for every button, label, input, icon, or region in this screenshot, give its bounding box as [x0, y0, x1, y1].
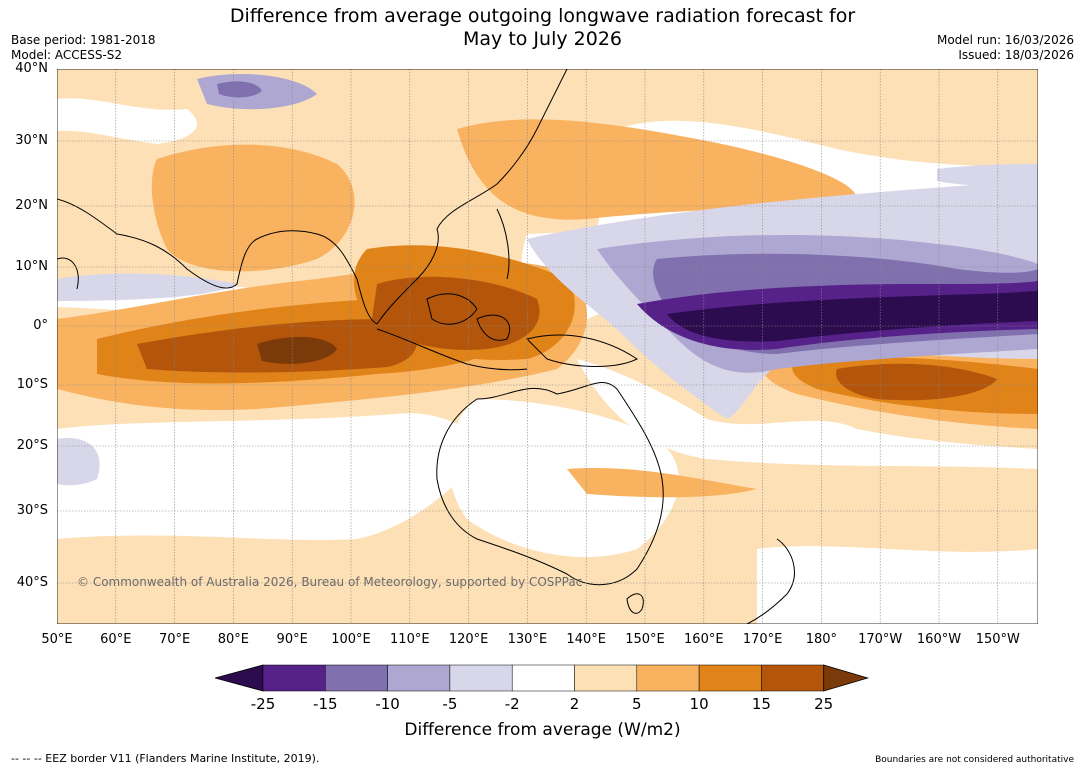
coast-sulawesi [476, 314, 511, 341]
base-period: Base period: 1981-2018 [11, 33, 156, 47]
negative-anomaly-southwest [57, 438, 100, 486]
coastlines [57, 69, 795, 624]
coast-east-asia [376, 69, 568, 325]
latitude-label: 10°S [16, 377, 48, 392]
colorbar-tick-label: -15 [313, 695, 338, 713]
longitude-label: 130°E [507, 632, 548, 647]
near-zero-region-tasman [757, 546, 1038, 624]
latitude-label: 0° [33, 318, 48, 333]
colorbar-segment [636, 664, 700, 692]
longitude-label: 100°E [331, 632, 371, 647]
coast-australia [436, 382, 664, 586]
latitude-label: 30°S [16, 503, 48, 518]
near-zero-region-australia [448, 399, 679, 558]
graticule [57, 69, 1038, 624]
coast-new-zealand [746, 538, 795, 624]
colorbar-max-arrow [823, 664, 870, 692]
colorbar-segment [325, 664, 388, 692]
latitude-label: 30°N [15, 133, 48, 148]
longitude-label: 170°W [858, 632, 903, 647]
model-name: Model: ACCESS-S2 [11, 48, 123, 62]
longitude-label: 70°E [158, 632, 191, 647]
positive-anomaly-south-pacific-max [836, 363, 997, 401]
eez-border-legend: -- -- -- EEZ border V11 (Flanders Marine… [11, 752, 320, 765]
longitude-label: 160°E [684, 632, 724, 647]
boundaries-disclaimer: Boundaries are not considered authoritat… [875, 755, 1074, 765]
colorbar-segment [761, 664, 824, 692]
issued-date: Issued: 18/03/2026 [958, 48, 1074, 62]
colorbar-tick-label: 15 [751, 695, 771, 713]
latitude-label: 20°S [16, 438, 48, 453]
map-title: Difference from average outgoing longwav… [0, 5, 1085, 51]
colorbar-segment [698, 664, 762, 692]
negative-anomaly-tibet-core [217, 81, 262, 98]
coast-borneo [426, 293, 478, 325]
coast-south-asia [57, 198, 378, 325]
latitude-label: 40°S [16, 575, 48, 590]
longitude-label: 150°E [625, 632, 665, 647]
longitude-label: 160°W [916, 632, 962, 647]
longitude-label: 110°E [390, 632, 430, 647]
model-run: Model run: 16/03/2026 [936, 33, 1074, 47]
colorbar-tick-label: 2 [569, 695, 580, 713]
negative-anomaly-northeast [937, 164, 1038, 186]
colorbar-tick-label: 10 [689, 695, 709, 713]
coast-africa-horn [57, 257, 79, 290]
positive-anomaly-maritime-max [372, 276, 540, 350]
meta-left: Base period: 1981-2018 Model: ACCESS-S2 [11, 33, 156, 63]
colorbar-tick-label: 25 [814, 695, 834, 713]
positive-anomaly-extreme [257, 337, 337, 364]
colorbar-segment [262, 664, 326, 692]
anomaly-fields [57, 74, 1038, 624]
longitude-label: 170°E [742, 632, 783, 647]
colorbar-tick-label: -5 [442, 695, 458, 713]
latitude-label: 20°N [15, 198, 48, 213]
longitude-label: 90°E [276, 632, 308, 647]
colorbar-min-arrow [215, 664, 264, 692]
copyright-notice: © Commonwealth of Australia 2026, Bureau… [77, 575, 583, 589]
coast-tasmania [626, 593, 644, 614]
title-line-1: Difference from average outgoing longwav… [229, 5, 856, 27]
positive-anomaly-india [151, 144, 355, 272]
near-zero-region-south-indian [57, 413, 487, 541]
meta-right: Model run: 16/03/2026 Issued: 18/03/2026 [937, 33, 1074, 63]
coast-sumatra-java [376, 328, 528, 371]
longitude-label: 80°E [217, 632, 250, 647]
colorbar-segment [449, 664, 513, 692]
coast-new-guinea [526, 334, 638, 367]
olr-anomaly-map [57, 69, 1038, 624]
latitude-label: 40°N [15, 61, 48, 76]
longitude-label: 50°E [41, 632, 73, 647]
negative-anomaly-pacific-max [667, 291, 1038, 342]
longitude-label: 140°E [566, 632, 606, 647]
positive-anomaly-australia-inland [567, 468, 757, 498]
colorbar-segment [511, 664, 575, 692]
latitude-label: 10°N [15, 259, 48, 274]
longitude-label: 150°W [975, 632, 1020, 647]
colorbar-tick-label: 5 [632, 695, 642, 713]
colorbar-segment [387, 664, 451, 692]
colorbar [215, 664, 870, 692]
title-line-2: May to July 2026 [463, 28, 622, 50]
colorbar-label: Difference from average (W/m2) [404, 720, 681, 740]
longitude-label: 120°E [448, 632, 489, 647]
colorbar-tick-label: -2 [504, 695, 520, 713]
longitude-label: 60°E [100, 632, 132, 647]
colorbar-tick-label: -25 [250, 695, 276, 713]
positive-anomaly-west-pacific [457, 119, 857, 220]
colorbar-segment [574, 664, 638, 692]
negative-anomaly-indian-strip [57, 273, 237, 301]
coast-philippines [496, 208, 510, 280]
near-zero-region-north [57, 98, 197, 144]
near-zero-region-south-pacific [577, 359, 1038, 469]
longitude-label: 180° [805, 632, 838, 647]
colorbar-tick-label: -10 [375, 695, 400, 713]
